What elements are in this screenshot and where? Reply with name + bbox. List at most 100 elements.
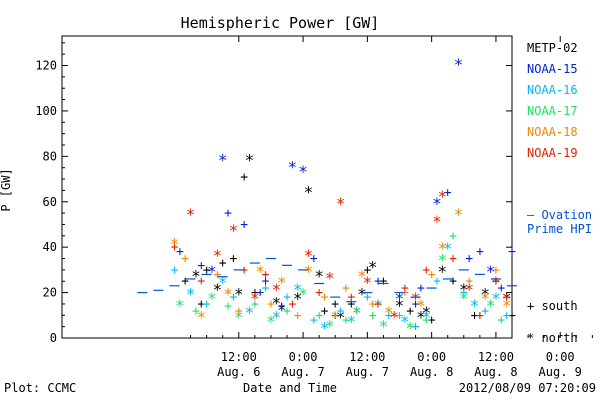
marker-noaa-17: + [224, 299, 232, 314]
marker-metp-02: + [449, 274, 457, 289]
marker-metp-02: + [428, 313, 436, 328]
y-tick-label: 20 [43, 286, 57, 300]
marker-noaa-18: + [267, 297, 275, 312]
marker-metp-02: * [213, 280, 223, 299]
ovation-legend-line2: Prime HPI [527, 222, 592, 236]
marker-noaa-15: + [262, 274, 270, 289]
marker-noaa-18: + [294, 308, 302, 323]
marker-noaa-19: * [491, 273, 501, 292]
x-tick-label: 12:00 [478, 350, 514, 364]
marker-noaa-16: + [230, 290, 238, 305]
marker-metp-02: + [347, 297, 355, 312]
marker-noaa-19: * [438, 187, 448, 206]
x-tick-label-date: Aug. 8 [410, 365, 453, 379]
marker-noaa-15: + [417, 281, 425, 296]
marker-noaa-15: + [197, 258, 205, 273]
marker-noaa-15: + [508, 245, 516, 260]
marker-noaa-19: + [503, 290, 511, 305]
marker-noaa-19: * [229, 221, 239, 240]
marker-noaa-16: * [346, 312, 356, 331]
x-tick-label-date: Aug. 7 [281, 365, 324, 379]
marker-noaa-19: * [271, 280, 281, 299]
marker-noaa-16: * [245, 303, 255, 322]
marker-noaa-16: * [271, 307, 281, 326]
marker-metp-02: * [271, 294, 281, 313]
marker-noaa-19: + [197, 274, 205, 289]
marker-noaa-18: * [384, 303, 394, 322]
marker-noaa-15: + [374, 274, 382, 289]
marker-noaa-15: + [256, 286, 264, 301]
marker-legend-south: + south [527, 299, 578, 313]
marker-noaa-17: * [234, 307, 244, 326]
marker-noaa-18: * [330, 307, 340, 326]
marker-metp-02: * [502, 289, 512, 308]
marker-noaa-18: + [492, 263, 500, 278]
marker-noaa-16: * [293, 280, 303, 299]
x-tick-label: 0:00 [546, 350, 575, 364]
marker-noaa-17: * [459, 289, 469, 308]
marker-noaa-15: * [486, 262, 496, 281]
marker-noaa-18: * [255, 262, 265, 281]
marker-noaa-19: * [432, 212, 442, 231]
marker-noaa-18: * [502, 296, 512, 315]
chart-title: Hemispheric Power [GW] [181, 14, 380, 32]
marker-noaa-16: * [373, 296, 383, 315]
x-tick-label-date: Aug. 7 [346, 365, 389, 379]
x-tick-label-date: Aug. 8 [474, 365, 517, 379]
marker-metp-02: + [240, 170, 248, 185]
marker-noaa-19: + [401, 281, 409, 296]
y-axis: 0 20 40 60 80 100 120 [35, 42, 512, 345]
marker-metp-02: * [368, 257, 378, 276]
marker-noaa-18: * [277, 273, 287, 292]
marker-metp-02: + [331, 297, 339, 312]
marker-metp-02: + [471, 308, 479, 323]
marker-noaa-17: * [379, 316, 389, 335]
marker-noaa-16: + [481, 304, 489, 319]
marker-noaa-19: + [171, 240, 179, 255]
marker-metp-02: * [459, 280, 469, 299]
marker-noaa-17: + [192, 304, 200, 319]
x-tick-label: 12:00 [221, 350, 257, 364]
legend-noaa-19: NOAA-19 [527, 146, 578, 160]
marker-noaa-15: + [331, 308, 339, 323]
marker-metp-02: * [395, 296, 405, 315]
marker-noaa-15: * [218, 151, 228, 170]
marker-noaa-16: + [385, 308, 393, 323]
marker-noaa-16: + [283, 290, 291, 305]
marker-metp-02: + [508, 308, 516, 323]
legend-noaa-17: NOAA-17 [527, 104, 578, 118]
marker-metp-02: * [314, 266, 324, 285]
marker-noaa-16: + [503, 308, 511, 323]
marker-noaa-17: * [298, 285, 308, 304]
plot-source: Plot: CCMC [4, 381, 76, 395]
marker-noaa-16: * [443, 239, 453, 258]
marker-noaa-19: + [240, 263, 248, 278]
marker-noaa-17: * [486, 296, 496, 315]
marker-noaa-15: + [176, 245, 184, 260]
marker-noaa-19: * [325, 269, 335, 288]
marker-noaa-19: * [304, 246, 314, 265]
marker-noaa-18: + [235, 304, 243, 319]
marker-noaa-17: + [476, 308, 484, 323]
marker-noaa-18: * [304, 262, 314, 281]
x-tick-label-date: Aug. 6 [217, 365, 260, 379]
marker-noaa-17: * [405, 319, 415, 338]
marker-noaa-19: + [347, 290, 355, 305]
marker-metp-02: * [234, 285, 244, 304]
marker-noaa-17: + [283, 304, 291, 319]
marker-noaa-15: + [240, 217, 248, 232]
marker-noaa-16: * [421, 307, 431, 326]
marker-noaa-17: * [352, 303, 362, 322]
marker-noaa-17: + [342, 313, 350, 328]
marker-noaa-16: + [363, 290, 371, 305]
marker-noaa-15: * [298, 162, 308, 181]
marker-metp-02: + [219, 256, 227, 271]
marker-legend-north: * north [527, 331, 578, 345]
marker-metp-02: * [304, 182, 314, 201]
y-tick-label: 100 [35, 104, 57, 118]
marker-noaa-17: * [266, 312, 276, 331]
marker-noaa-17: * [438, 251, 448, 270]
